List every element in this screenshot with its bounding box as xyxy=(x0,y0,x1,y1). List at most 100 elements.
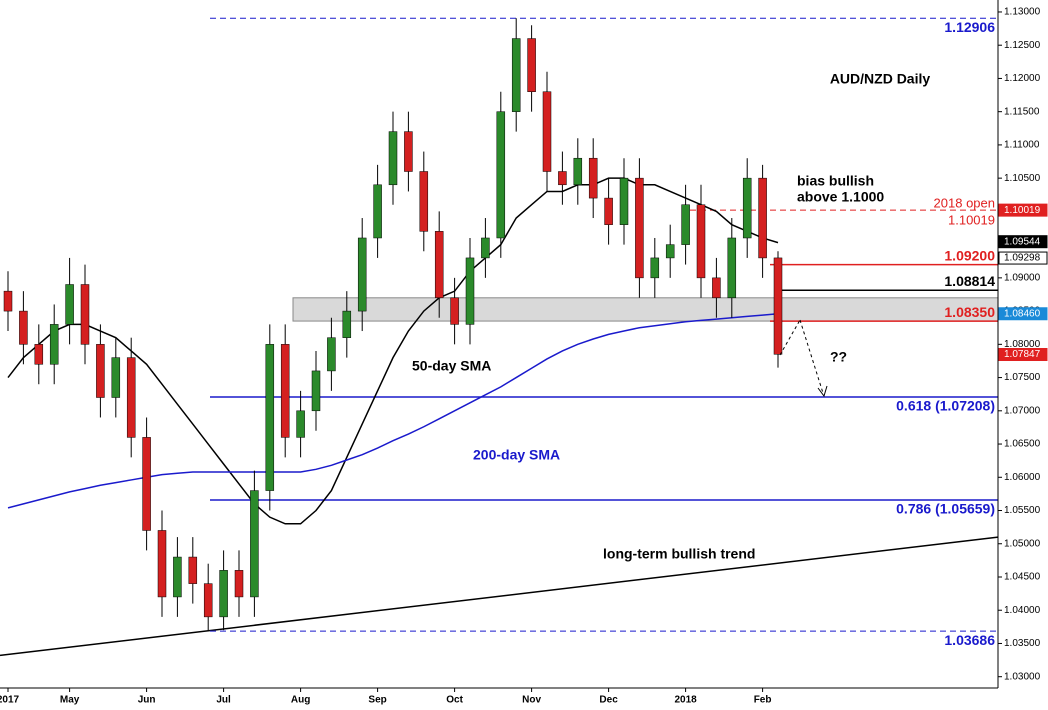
candle-body xyxy=(19,310,28,345)
candle-body xyxy=(681,204,690,245)
candle-body xyxy=(342,310,352,338)
candle-body xyxy=(619,177,629,225)
x-tick-label: Nov xyxy=(522,695,541,706)
x-tick-label: Jul xyxy=(216,695,231,706)
y-tick-label: 1.07500 xyxy=(1004,372,1041,383)
price-label: 1.07847 xyxy=(1004,349,1041,360)
candle-body xyxy=(404,131,413,172)
candle-body xyxy=(773,257,783,355)
support-zone xyxy=(292,297,999,322)
candle-body xyxy=(3,290,13,312)
y-tick-label: 1.05000 xyxy=(1004,538,1041,549)
candle-body xyxy=(465,257,475,325)
candle-body xyxy=(80,284,90,345)
level-label: 1.08350 xyxy=(944,304,995,320)
y-tick-label: 1.10500 xyxy=(1004,173,1041,184)
x-tick-label: Sep xyxy=(368,695,386,706)
candle-body xyxy=(126,357,136,438)
candle-body xyxy=(34,344,44,365)
level-label: 0.618 (1.07208) xyxy=(896,398,995,414)
candle-body xyxy=(388,131,398,186)
annotation: 2018 open xyxy=(934,195,995,210)
x-tick-label: Dec xyxy=(599,695,618,706)
candle-body xyxy=(311,370,321,412)
annotation: 50-day SMA xyxy=(412,358,491,374)
price-box xyxy=(998,235,1048,249)
projection-arrow xyxy=(779,319,824,394)
annotation: ?? xyxy=(830,349,847,365)
chart-title: AUD/NZD Daily xyxy=(830,71,931,87)
price-box xyxy=(998,203,1048,217)
candle-body xyxy=(712,277,721,299)
candle-body xyxy=(419,171,429,232)
candle-body xyxy=(157,530,167,598)
price-label: 1.09298 xyxy=(1004,253,1041,264)
candle-body xyxy=(65,284,74,325)
candle-body xyxy=(111,357,121,398)
candle-body xyxy=(727,237,737,299)
x-tick-label: May xyxy=(60,695,80,706)
candle-body xyxy=(250,490,259,598)
y-tick-label: 1.04000 xyxy=(1004,605,1041,616)
annotation: long-term bullish trend xyxy=(603,546,755,562)
x-tick-label: Oct xyxy=(446,695,463,706)
y-tick-label: 1.03000 xyxy=(1004,671,1041,682)
candle-body xyxy=(188,556,198,584)
price-label: 1.09544 xyxy=(1004,236,1041,247)
candle-body xyxy=(588,157,598,199)
y-tick-label: 1.12000 xyxy=(1004,73,1041,84)
x-tick-label: Jun xyxy=(138,695,156,706)
price-label: 1.08460 xyxy=(1004,308,1041,319)
candle-body xyxy=(234,570,244,598)
arrow-head xyxy=(817,385,828,398)
trend-line xyxy=(0,536,999,657)
candle-body xyxy=(142,437,151,531)
candle-body xyxy=(542,91,552,172)
candle-body xyxy=(96,344,105,398)
level-label: 1.12906 xyxy=(944,19,995,35)
level-label: 0.786 (1.05659) xyxy=(896,501,995,517)
x-tick-label: 2018 xyxy=(674,695,697,706)
candle-body xyxy=(450,297,459,325)
candle-body xyxy=(265,344,275,491)
candle-body xyxy=(219,570,228,618)
y-tick-label: 1.13000 xyxy=(1004,7,1041,18)
candle-body xyxy=(496,111,506,239)
sma-line xyxy=(7,177,779,525)
price-label: 1.10019 xyxy=(1004,205,1041,216)
y-tick-label: 1.12500 xyxy=(1004,40,1041,51)
annotation: bias bullish xyxy=(797,173,874,189)
candle-body xyxy=(203,583,213,618)
sma-line xyxy=(7,313,779,509)
candle-body xyxy=(696,204,706,279)
candle-body xyxy=(635,177,644,279)
y-tick-label: 1.07000 xyxy=(1004,405,1041,416)
x-tick-label: Feb xyxy=(754,695,772,706)
y-tick-label: 1.06000 xyxy=(1004,472,1041,483)
y-tick-label: 1.06500 xyxy=(1004,439,1041,450)
candle-body xyxy=(434,231,444,299)
candle-body xyxy=(573,157,583,186)
annotation: 200-day SMA xyxy=(473,447,560,463)
candle-body xyxy=(327,337,336,372)
candle-body xyxy=(173,556,182,598)
level-label: 1.10019 xyxy=(948,213,995,228)
y-tick-label: 1.08000 xyxy=(1004,339,1041,350)
price-box xyxy=(998,348,1048,362)
price-box xyxy=(998,307,1048,321)
candle-body xyxy=(511,38,521,112)
candle-body xyxy=(481,237,490,259)
candle-body xyxy=(296,410,305,438)
annotation: above 1.1000 xyxy=(797,189,884,205)
candle-body xyxy=(357,237,367,312)
candle-body xyxy=(650,257,660,279)
candle-body xyxy=(373,184,382,239)
plot-layer: 1.12906 1.10019 1.09200 1.08814 1.08350 0.618… xyxy=(0,17,999,657)
y-tick-label: 1.11500 xyxy=(1004,106,1040,117)
x-tick-label: 2017 xyxy=(0,695,20,706)
y-tick-label: 1.03500 xyxy=(1004,638,1041,649)
y-tick-label: 1.04500 xyxy=(1004,572,1041,583)
y-tick-label: 1.05500 xyxy=(1004,505,1041,516)
